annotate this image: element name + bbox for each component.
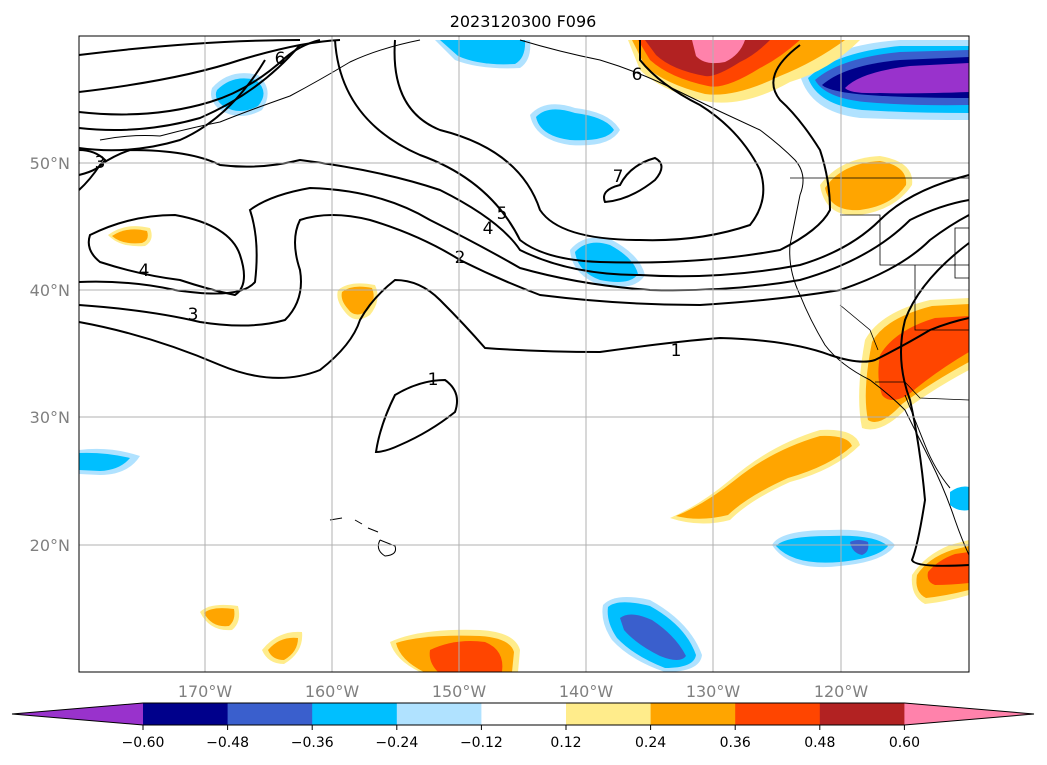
colorbar-segment (143, 703, 229, 725)
map-background (79, 36, 969, 672)
contour-label: 4 (139, 261, 150, 281)
map-panel: 6 6 3 7 5 4 2 4 3 1 1 (78, 35, 970, 673)
pos-region-south (268, 637, 298, 660)
contour-label: 1 (428, 370, 439, 390)
pos-region-oregon (825, 161, 907, 211)
contour-4-loop (87, 213, 245, 297)
lat-label: 20°N (30, 536, 70, 555)
contour-label: 6 (275, 49, 286, 69)
colorbar-tick-label: −0.48 (206, 735, 249, 751)
contour-6-main (334, 39, 832, 264)
colorbar-tick-label: 0.12 (550, 735, 581, 751)
aleutian-coast (99, 39, 421, 141)
colorbar-tick-label: −0.24 (375, 735, 418, 751)
contour-label: 2 (455, 248, 466, 268)
political-borders (839, 304, 970, 401)
contour-1-closed (374, 378, 458, 454)
neg-region-gulf (440, 40, 526, 65)
colorbar-segment (481, 703, 567, 725)
colorbar-segment (396, 703, 482, 725)
colorbar-segment (227, 703, 313, 725)
neg-region-canada (845, 63, 969, 94)
colorbar-tick-label: −0.12 (460, 735, 503, 751)
colorbar-tick-label: 0.36 (720, 735, 751, 751)
map-title: 2023120300 F096 (450, 12, 597, 31)
gridlines (79, 36, 969, 672)
contour-label: 3 (188, 305, 199, 325)
neg-region-gulf (536, 109, 614, 141)
political-borders (790, 177, 970, 331)
lon-label: 150°W (432, 682, 487, 701)
lon-label: 170°W (178, 682, 233, 701)
pos-region-mexico (927, 552, 969, 585)
lat-label: 40°N (30, 281, 70, 300)
pos-region-south (204, 608, 235, 627)
contour-label: 5 (497, 204, 508, 224)
contour-5 (78, 148, 970, 278)
colorbar-segment (312, 703, 398, 725)
neg-region-south (620, 614, 686, 660)
lat-label: 50°N (30, 154, 70, 173)
pos-region-west (112, 229, 148, 244)
pos-region-south (429, 641, 503, 672)
colorbar-tick-label: 0.60 (889, 735, 920, 751)
lon-label: 120°W (814, 682, 869, 701)
colorbar-tick-label: −0.36 (291, 735, 334, 751)
contour-3-north (78, 59, 266, 152)
pos-region-subtropical (676, 435, 852, 519)
neg-region-mexico-coast (950, 486, 969, 511)
colorbar-segment (566, 703, 652, 725)
map-frame (78, 35, 970, 673)
colorbar-segment (650, 703, 736, 725)
pos-region-west (341, 286, 374, 315)
contour-label: 4 (483, 219, 494, 239)
contour-label: 1 (671, 341, 682, 361)
lat-label: 30°N (30, 408, 70, 427)
colorbar-extend-high (904, 703, 1034, 725)
colorbar-tick-label: −0.60 (122, 735, 165, 751)
contour-7-loop (393, 39, 765, 242)
pos-region-alaska (692, 40, 745, 64)
contour-2 (78, 278, 970, 379)
lon-label: 140°W (559, 682, 614, 701)
contour-label: 6 (632, 65, 643, 85)
hawaii-islands (329, 517, 396, 557)
colorbar: −0.60 −0.48 −0.36 −0.24 −0.12 0.12 0.24 0.36 0.4… (11, 702, 1035, 751)
north-america-coast (519, 39, 970, 556)
neg-region-tropical (850, 540, 869, 555)
contour-1-east (900, 242, 970, 567)
height-contours (78, 39, 970, 567)
colorbar-segment (735, 703, 821, 725)
contour-7-north (78, 39, 301, 56)
baja-coast (904, 394, 951, 489)
contour-4 (78, 186, 970, 295)
coastlines (99, 39, 970, 557)
colorbar-extend-low (12, 703, 143, 725)
colorbar-segment (819, 703, 905, 725)
colorbar-tick-label: 0.48 (804, 735, 835, 751)
lon-label: 130°W (686, 682, 741, 701)
contour-label: 7 (613, 167, 624, 187)
colorbar-tick-label: 0.24 (635, 735, 666, 751)
contour-4-north (78, 44, 301, 132)
longitude-labels: 170°W 160°W 150°W 140°W 130°W 120°W (178, 682, 869, 701)
latitude-labels: 50°N 40°N 30°N 20°N (30, 154, 70, 555)
neg-region-dateline (79, 452, 130, 471)
lon-label: 160°W (305, 682, 360, 701)
contour-3-west (78, 149, 107, 176)
